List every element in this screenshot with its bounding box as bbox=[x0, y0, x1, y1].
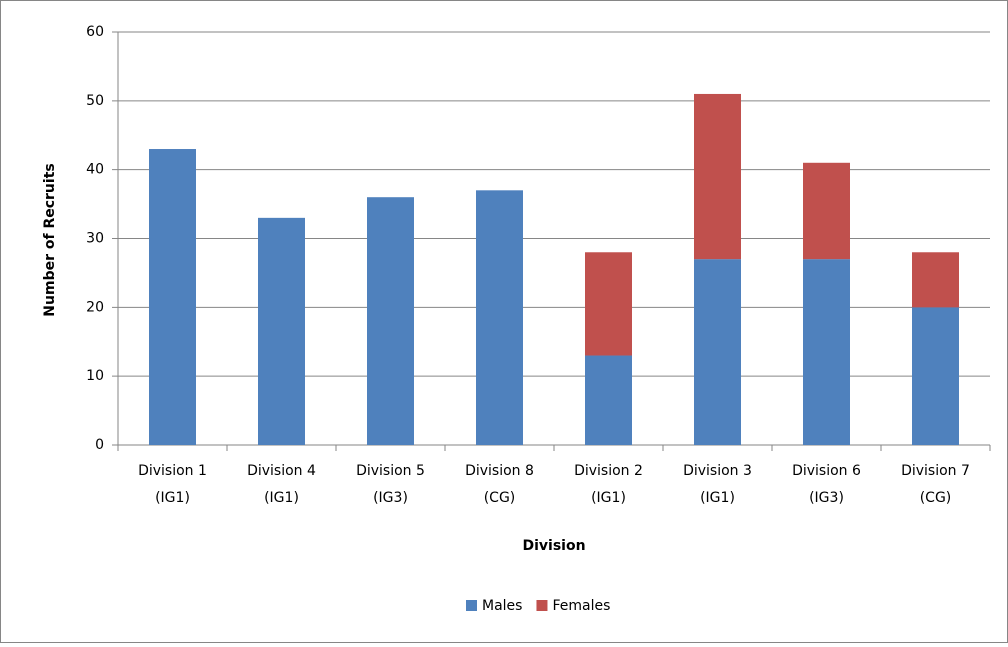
x-tick-label: (IG3) bbox=[373, 490, 408, 506]
x-tick-label: Division 7 bbox=[901, 463, 970, 479]
x-tick-label: Division 4 bbox=[247, 463, 316, 479]
x-tick-label: (IG1) bbox=[155, 490, 190, 506]
x-tick-label: (CG) bbox=[484, 490, 516, 506]
bar-segment bbox=[367, 197, 414, 445]
bar-segment bbox=[803, 259, 850, 445]
y-axis-title: Number of Recruits bbox=[42, 163, 58, 316]
bar-segment bbox=[912, 252, 959, 308]
bar-segment bbox=[585, 252, 632, 356]
legend-swatch bbox=[466, 600, 477, 611]
y-tick-label: 20 bbox=[86, 299, 104, 315]
y-tick-label: 40 bbox=[86, 162, 104, 178]
y-tick-label: 50 bbox=[86, 93, 104, 109]
x-tick-label: (IG1) bbox=[591, 490, 626, 506]
bar-segment bbox=[694, 259, 741, 445]
bar-segment bbox=[694, 93, 741, 260]
y-tick-label: 30 bbox=[86, 231, 104, 247]
x-tick-label: (CG) bbox=[920, 490, 952, 506]
x-tick-label: Division 2 bbox=[574, 463, 643, 479]
x-tick-label: Division 5 bbox=[356, 463, 425, 479]
x-tick-label: Division 3 bbox=[683, 463, 752, 479]
bar-segment bbox=[585, 355, 632, 445]
y-tick-label: 10 bbox=[86, 368, 104, 384]
x-tick-label: (IG3) bbox=[809, 490, 844, 506]
bar-segment bbox=[912, 307, 959, 445]
legend-label: Males bbox=[482, 598, 522, 614]
legend-label: Females bbox=[552, 598, 610, 614]
y-tick-label: 60 bbox=[86, 24, 104, 40]
x-tick-label: Division 6 bbox=[792, 463, 861, 479]
x-tick-label: (IG1) bbox=[264, 490, 299, 506]
x-tick-label: Division 8 bbox=[465, 463, 534, 479]
bar-segment bbox=[476, 190, 523, 445]
legend-swatch bbox=[536, 600, 548, 611]
bar-segment bbox=[149, 149, 196, 445]
x-tick-label: Division 1 bbox=[138, 463, 207, 479]
x-axis-title: Division bbox=[522, 538, 585, 554]
x-tick-label: (IG1) bbox=[700, 490, 735, 506]
bar-segment bbox=[258, 217, 305, 445]
bar-segment bbox=[803, 162, 850, 260]
y-tick-label: 0 bbox=[95, 437, 104, 453]
